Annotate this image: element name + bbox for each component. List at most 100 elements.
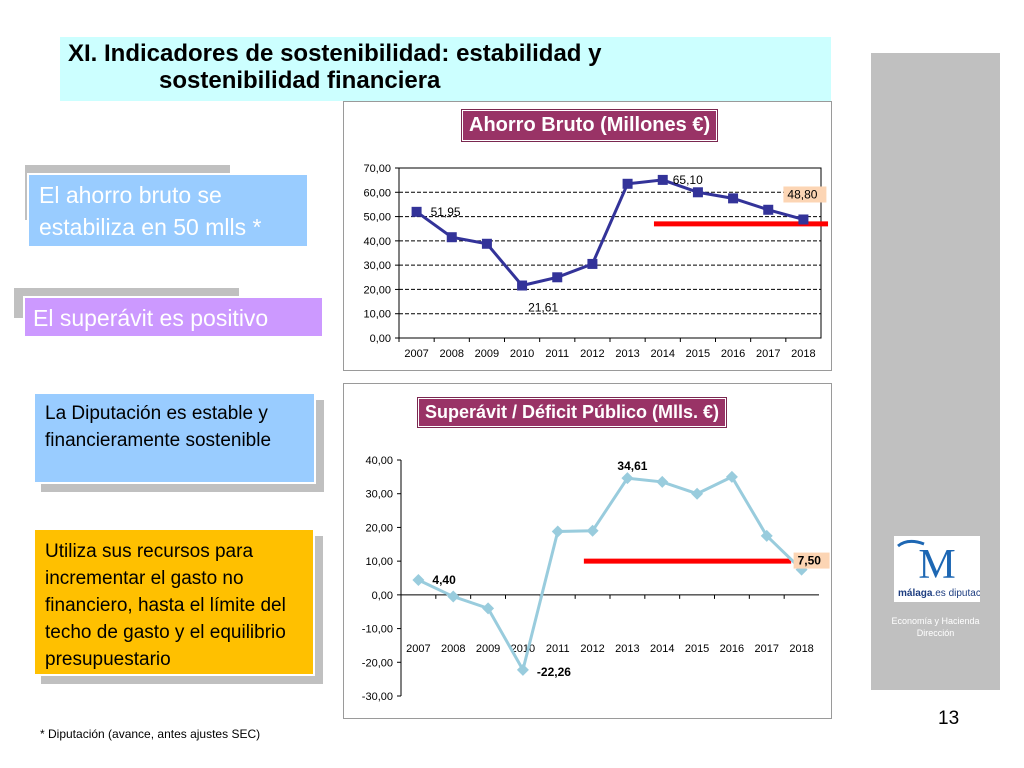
y-tick-label: 0,00 (370, 333, 391, 345)
superavit-deficit-chart-title: Superávit / Déficit Público (Mlls. €) (416, 397, 728, 428)
series-line (415, 178, 804, 288)
plot-area (401, 460, 819, 696)
y-tick-label: -30,00 (362, 691, 393, 703)
x-tick-label: 2017 (755, 643, 779, 655)
page-number: 13 (938, 708, 960, 729)
y-tick-label: 20,00 (365, 522, 393, 534)
x-tick-label: 2012 (580, 643, 604, 655)
logo-subtitle-line2: Dirección (916, 628, 955, 638)
data-label: 34,61 (617, 459, 647, 473)
y-tick-label: 0,00 (372, 590, 393, 602)
data-point (622, 178, 633, 189)
data-label-box (793, 552, 830, 569)
malaga-logo: M málaga.es diputación (894, 536, 994, 602)
data-point (517, 280, 528, 291)
x-tick-label: 2013 (615, 643, 639, 655)
footnote: * Diputación (avance, antes ajustes SEC) (40, 727, 261, 741)
y-tick-label: -10,00 (362, 624, 393, 636)
data-point (657, 174, 668, 185)
data-label: 48,80 (787, 187, 817, 201)
series-line (417, 474, 803, 674)
superavit-deficit-chart: -30,00 -20,00 -10,00 0,00 10,00 20,00 30,00 40,… (343, 383, 832, 719)
callout-ahorro-estable: El ahorro bruto se estabiliza en 50 mlls… (27, 173, 309, 248)
x-tick-label: 2010 (510, 348, 534, 360)
x-tick-label: 2014 (651, 348, 675, 360)
data-point (728, 193, 739, 204)
data-point (763, 204, 774, 215)
y-tick-label: 30,00 (363, 260, 391, 272)
data-point (586, 524, 599, 537)
ahorro-bruto-chart-title: Ahorro Bruto (Millones €) (460, 109, 719, 142)
data-point (656, 475, 669, 488)
data-point (447, 590, 460, 603)
x-tick-label: 2017 (756, 348, 780, 360)
data-point (551, 525, 564, 538)
data-point (760, 529, 773, 542)
callout-estable-sostenible: La Diputación es estable y financieramen… (33, 392, 316, 484)
plot-area (398, 167, 822, 339)
superavit-deficit-chart-svg: -30,00 -20,00 -10,00 0,00 10,00 20,00 30,00 40,… (362, 455, 830, 703)
data-point (621, 472, 634, 485)
y-tick-label: 40,00 (365, 455, 393, 467)
data-point (552, 272, 563, 283)
ahorro-bruto-chart-svg: 0,00 10,00 20,00 30,00 40,00 50,00 60,00 70,00 2… (363, 163, 829, 360)
y-tick-label: 10,00 (363, 309, 391, 321)
y-tick-label: 70,00 (363, 163, 391, 175)
data-label: 65,10 (673, 173, 703, 187)
x-tick-label: 2016 (721, 348, 745, 360)
x-tick-label: 2007 (406, 643, 430, 655)
x-tick-label: 2015 (685, 643, 709, 655)
x-tick-label: 2014 (650, 643, 674, 655)
x-tick-label: 2011 (545, 348, 569, 360)
data-point (411, 206, 422, 217)
logo-subtitle-line1: Economía y Hacienda (891, 616, 980, 626)
logo-brand-bold: málaga (898, 588, 933, 599)
data-label: 7,50 (798, 554, 822, 568)
x-tick-label: 2013 (615, 348, 639, 360)
data-point (587, 258, 598, 269)
logo-brand-rest: .es diputación (932, 588, 980, 599)
logo-subtitle: Economía y Hacienda Dirección (871, 615, 1000, 639)
logo-letter: M (918, 542, 955, 588)
x-tick-label: 2018 (789, 643, 813, 655)
ahorro-bruto-chart: 0,00 10,00 20,00 30,00 40,00 50,00 60,00 70,00 2… (343, 101, 832, 371)
slide-title-line2: sostenibilidad financiera (159, 67, 441, 94)
data-point (482, 602, 495, 615)
data-point (725, 470, 738, 483)
y-tick-label: 60,00 (363, 187, 391, 199)
data-label: 51,95 (431, 205, 461, 219)
x-tick-label: 2011 (546, 643, 570, 655)
x-tick-label: 2009 (475, 348, 499, 360)
data-point (691, 487, 704, 500)
x-tick-label: 2012 (580, 348, 604, 360)
malaga-logo-mark: M málaga.es diputación (897, 539, 994, 599)
x-tick-label: 2016 (720, 643, 744, 655)
x-tick-label: 2008 (441, 643, 465, 655)
callout-superavit-positivo: El superávit es positivo (23, 296, 324, 338)
data-label: 21,61 (528, 301, 558, 315)
y-tick-label: -20,00 (362, 657, 393, 669)
data-point (481, 238, 492, 249)
y-tick-label: 50,00 (363, 212, 391, 224)
data-point (446, 232, 457, 243)
data-point (692, 187, 703, 198)
data-label: 4,40 (432, 573, 456, 587)
data-point (412, 574, 425, 587)
slide-title-line1: XI. Indicadores de sostenibilidad: estab… (68, 40, 602, 67)
callout-recursos-gasto: Utiliza sus recursos para incrementar el… (33, 528, 315, 676)
x-tick-label: 2008 (440, 348, 464, 360)
x-tick-label: 2015 (686, 348, 710, 360)
y-tick-label: 10,00 (365, 556, 393, 568)
y-tick-label: 40,00 (363, 236, 391, 248)
x-tick-label: 2009 (476, 643, 500, 655)
svg-text:málaga.es diputación: málaga.es diputación (898, 588, 980, 599)
x-tick-label: 2007 (404, 348, 428, 360)
data-point (516, 663, 529, 676)
data-label-box (783, 186, 827, 203)
y-tick-label: 20,00 (363, 284, 391, 296)
y-tick-label: 30,00 (365, 489, 393, 501)
slide-title: XI. Indicadores de sostenibilidad: estab… (60, 37, 831, 101)
x-tick-label: 2018 (791, 348, 815, 360)
data-point (798, 214, 809, 225)
data-label: -22,26 (537, 665, 571, 679)
